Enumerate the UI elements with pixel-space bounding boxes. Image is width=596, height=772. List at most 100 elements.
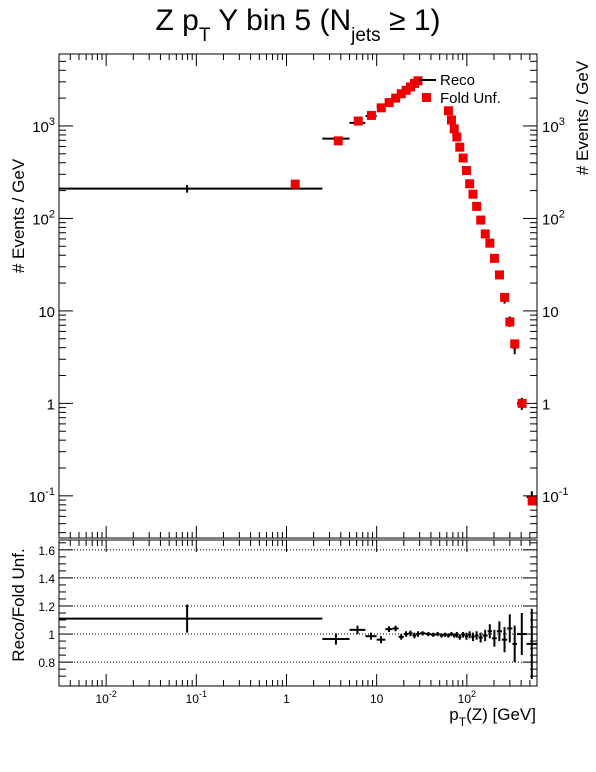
main-y-tick-label: 10-1 bbox=[29, 486, 55, 506]
ratio-point bbox=[376, 636, 386, 644]
ratio-point bbox=[487, 624, 492, 639]
legend: Reco Fold Unf. bbox=[419, 72, 501, 107]
main-panel: 10-1 1 10 102 103 10-1 1 10 102 103 bbox=[29, 53, 568, 539]
ratio-point bbox=[474, 631, 479, 640]
fold-unf-point bbox=[446, 115, 456, 125]
x-axis-title-sub: T bbox=[459, 715, 467, 729]
ratio-x-tick-label: 102 bbox=[458, 689, 476, 706]
main-y-tick-labels-right: 10-1 1 10 102 103 bbox=[542, 116, 568, 506]
fold-unf-point bbox=[353, 116, 363, 126]
fold-unf-point bbox=[517, 398, 527, 408]
ratio-y-tick-label: 1.6 bbox=[38, 544, 55, 558]
fold-unf-point bbox=[413, 76, 423, 86]
main-y-tick-label-right: 102 bbox=[542, 208, 565, 228]
legend-fold-unf-label: Fold Unf. bbox=[440, 90, 501, 107]
fold-unf-point bbox=[494, 270, 504, 280]
ratio-point bbox=[496, 621, 502, 642]
fold-unf-point bbox=[489, 253, 499, 263]
fold-unf-point bbox=[505, 317, 515, 327]
ratio-series bbox=[59, 604, 537, 679]
fold-unf-point bbox=[485, 238, 495, 248]
ratio-point bbox=[385, 626, 393, 632]
ratio-point bbox=[458, 634, 462, 640]
main-y-tick-label: 103 bbox=[32, 116, 55, 136]
title-part-sub-jets: jets bbox=[350, 25, 381, 46]
ratio-point bbox=[425, 631, 431, 637]
title-part-mid: Y bin 5 (N bbox=[210, 4, 351, 37]
ratio-point bbox=[443, 632, 447, 637]
ratio-x-tick-label: 10-2 bbox=[95, 689, 116, 706]
fold-unf-point bbox=[366, 110, 376, 120]
legend-fold-unf-marker bbox=[422, 93, 431, 102]
ratio-point bbox=[408, 630, 413, 637]
ratio-point bbox=[455, 631, 459, 638]
fold-unf-point bbox=[472, 201, 482, 211]
ratio-point bbox=[322, 633, 350, 645]
ratio-point bbox=[416, 631, 420, 637]
ratio-point bbox=[449, 631, 453, 637]
main-y-tick-label-right: 10 bbox=[542, 304, 559, 321]
fold-unf-point bbox=[510, 339, 520, 349]
ratio-point bbox=[491, 629, 497, 647]
fold-unf-point bbox=[391, 93, 401, 103]
ratio-point bbox=[365, 632, 377, 640]
ratio-y-tick-labels: 0.8 1 1.2 1.4 1.6 bbox=[38, 544, 55, 670]
fold-unf-point bbox=[449, 124, 459, 134]
ratio-x-axis-ticks bbox=[58, 540, 538, 686]
ratio-x-tick-label: 10 bbox=[370, 692, 384, 706]
reco-point bbox=[59, 184, 323, 193]
ratio-point bbox=[478, 632, 483, 643]
fold-unf-series bbox=[290, 76, 537, 506]
x-axis-title-end: (Z) [GeV] bbox=[466, 705, 536, 724]
fold-unf-point bbox=[465, 179, 475, 189]
main-y-axis-title-left: # Events / GeV bbox=[9, 158, 28, 273]
legend-reco-label: Reco bbox=[440, 72, 475, 89]
ratio-y-tick-label: 0.8 bbox=[38, 656, 55, 670]
fold-unf-point bbox=[461, 165, 471, 175]
ratio-x-tick-label: 10-1 bbox=[186, 689, 207, 706]
fold-unf-point bbox=[443, 106, 453, 116]
ratio-point bbox=[501, 627, 508, 653]
ratio-point bbox=[435, 631, 440, 637]
fold-unf-point bbox=[527, 496, 537, 506]
ratio-point bbox=[430, 632, 436, 637]
x-axis-title: pT(Z) [GeV] bbox=[449, 705, 536, 729]
main-y-tick-labels-left: 10-1 1 10 102 103 bbox=[29, 116, 55, 506]
chart-title: Z pT Y bin 5 (Njets ≥ 1) bbox=[156, 4, 441, 46]
fold-unf-point bbox=[396, 89, 406, 99]
fold-unf-point bbox=[458, 153, 468, 163]
fold-unf-point bbox=[376, 103, 386, 113]
fold-unf-point bbox=[476, 215, 486, 225]
fold-unf-point bbox=[290, 179, 300, 189]
ratio-point bbox=[59, 604, 323, 633]
ratio-point bbox=[512, 625, 517, 663]
ratio-point bbox=[412, 632, 417, 639]
ratio-point bbox=[461, 631, 465, 638]
title-part-end: ≥ 1) bbox=[381, 4, 441, 37]
main-y-tick-label: 10 bbox=[38, 304, 55, 321]
x-axis-title-main: p bbox=[449, 705, 458, 724]
main-y-axis-title-right: # Events / GeV bbox=[573, 60, 592, 175]
ratio-y-tick-label: 1.4 bbox=[38, 572, 55, 586]
ratio-point bbox=[467, 631, 472, 639]
main-y-tick-label: 1 bbox=[47, 396, 55, 413]
ratio-panel: 0.8 1 1.2 1.4 1.6 10-2 10-1 1 10 102 bbox=[38, 539, 538, 706]
ratio-y-tick-label: 1.2 bbox=[38, 600, 55, 614]
fold-unf-point bbox=[500, 292, 510, 302]
fold-unf-point bbox=[384, 98, 394, 108]
ratio-point bbox=[446, 633, 450, 638]
ratio-point bbox=[349, 625, 366, 635]
main-plot-frame bbox=[58, 53, 538, 539]
ratio-point bbox=[471, 632, 475, 642]
main-y-tick-label-right: 1 bbox=[542, 396, 550, 413]
ratio-y-axis-title: Reco/Fold Unf. bbox=[9, 548, 28, 661]
ratio-point bbox=[392, 625, 399, 632]
main-y-tick-label-right: 103 bbox=[542, 116, 565, 136]
title-part-sub-t: T bbox=[199, 25, 211, 46]
ratio-y-tick-label: 1 bbox=[48, 628, 55, 642]
ratio-point bbox=[507, 614, 513, 643]
fold-unf-point bbox=[333, 136, 343, 146]
main-y-tick-label: 102 bbox=[32, 208, 55, 228]
